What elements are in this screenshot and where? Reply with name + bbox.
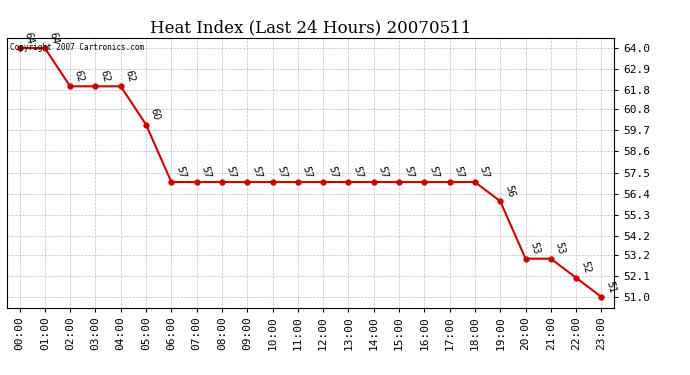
Text: 57: 57 bbox=[377, 165, 389, 179]
Text: 57: 57 bbox=[225, 165, 237, 179]
Text: 57: 57 bbox=[199, 165, 213, 179]
Text: 57: 57 bbox=[275, 165, 288, 179]
Text: 51: 51 bbox=[604, 280, 617, 294]
Text: 56: 56 bbox=[503, 184, 516, 198]
Text: 57: 57 bbox=[427, 165, 440, 179]
Text: 57: 57 bbox=[402, 165, 415, 179]
Text: 57: 57 bbox=[301, 165, 313, 179]
Text: 64: 64 bbox=[22, 31, 35, 45]
Text: 62: 62 bbox=[124, 69, 137, 84]
Text: 64: 64 bbox=[48, 31, 61, 45]
Text: 53: 53 bbox=[553, 242, 566, 256]
Text: 57: 57 bbox=[326, 165, 339, 179]
Text: 57: 57 bbox=[351, 165, 364, 179]
Text: 53: 53 bbox=[529, 242, 541, 256]
Text: 57: 57 bbox=[174, 165, 187, 179]
Text: 57: 57 bbox=[453, 165, 465, 179]
Text: 62: 62 bbox=[98, 69, 111, 84]
Text: 62: 62 bbox=[73, 69, 86, 84]
Title: Heat Index (Last 24 Hours) 20070511: Heat Index (Last 24 Hours) 20070511 bbox=[150, 19, 471, 36]
Text: 57: 57 bbox=[250, 165, 263, 179]
Text: 52: 52 bbox=[579, 260, 592, 275]
Text: 57: 57 bbox=[477, 165, 491, 179]
Text: 60: 60 bbox=[149, 107, 161, 122]
Text: Copyright 2007 Cartronics.com: Copyright 2007 Cartronics.com bbox=[10, 43, 144, 52]
